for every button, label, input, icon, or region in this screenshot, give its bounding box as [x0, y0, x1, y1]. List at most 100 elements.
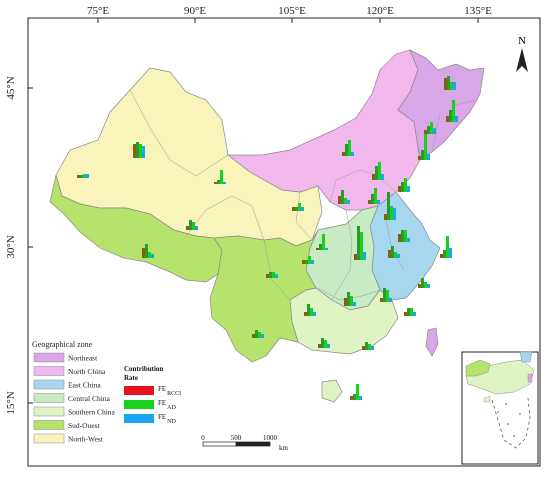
contribution-swatch	[124, 400, 154, 409]
province-bar	[322, 234, 325, 250]
province-bar	[338, 196, 341, 204]
lat-label-15: 15°N	[5, 391, 17, 414]
province-lines	[129, 89, 479, 301]
lat-label-30: 30°N	[5, 235, 17, 258]
province-bar	[398, 234, 401, 242]
zone-legend-title: Geographical zone	[32, 340, 93, 349]
province-bar	[295, 207, 298, 211]
province-bar	[347, 292, 350, 306]
province-bar	[261, 334, 264, 338]
province-bar	[255, 330, 258, 338]
province-bar	[77, 175, 80, 178]
zone-swatch	[33, 393, 65, 403]
province-bar	[305, 260, 308, 264]
province-bar	[384, 214, 387, 220]
province-bar	[353, 394, 356, 400]
province-bar	[357, 226, 360, 260]
province-bar	[407, 238, 410, 242]
province-bar	[389, 298, 392, 302]
province-bar	[324, 340, 327, 348]
region-taiwan	[425, 327, 439, 357]
province-bar	[433, 128, 436, 134]
province-bar	[83, 174, 86, 178]
province-bar	[301, 207, 304, 211]
province-bar	[401, 182, 404, 192]
province-bar	[136, 142, 139, 158]
contribution-swatch	[124, 386, 154, 395]
lon-label-90: 90°E	[184, 5, 206, 17]
zone-swatch	[33, 420, 65, 430]
province-bar	[311, 260, 314, 264]
province-bar	[192, 222, 195, 230]
province-bar	[307, 304, 310, 316]
province-bar	[350, 396, 353, 400]
province-bar	[302, 260, 305, 264]
province-bar	[407, 308, 410, 316]
scale-bar: 0 500 1000 km	[201, 434, 288, 452]
province-bar	[133, 144, 136, 158]
province-bar	[418, 284, 421, 288]
zone-swatch	[33, 379, 65, 390]
province-bar	[304, 312, 307, 316]
province-bar	[440, 254, 443, 258]
province-bar	[444, 78, 447, 90]
province-bar	[378, 162, 381, 180]
zone-swatch	[33, 352, 65, 363]
province-bar	[375, 166, 378, 180]
province-bar	[413, 312, 416, 316]
province-bar	[446, 236, 449, 258]
province-bar	[266, 274, 269, 278]
scale-unit: km	[279, 444, 289, 452]
province-bar	[139, 144, 142, 158]
province-bar	[449, 110, 452, 122]
province-bar	[427, 126, 430, 134]
region-northeast	[397, 49, 485, 161]
province-bar	[269, 272, 272, 278]
province-bar	[342, 152, 345, 156]
province-bar	[418, 156, 421, 160]
province-bar	[363, 252, 366, 260]
province-bar	[377, 200, 380, 204]
province-bar	[372, 174, 375, 180]
province-bar	[80, 175, 83, 178]
province-bar	[452, 100, 455, 122]
zone-label: East China	[68, 381, 101, 390]
province-bar	[383, 288, 386, 302]
zone-label: Northeast	[68, 354, 98, 363]
province-bar	[298, 203, 301, 211]
province-bar	[386, 290, 389, 302]
province-bar	[359, 396, 362, 400]
zone-label: North China	[68, 367, 106, 376]
province-bar	[354, 254, 357, 260]
zone-swatch	[33, 366, 65, 376]
province-bar	[380, 298, 383, 302]
region-southwest	[209, 229, 319, 363]
lon-label-135: 135°E	[464, 5, 492, 17]
province-bar	[318, 344, 321, 348]
zone-swatch	[33, 433, 65, 444]
province-bar	[446, 116, 449, 122]
province-bar	[217, 180, 220, 184]
province-bar	[443, 250, 446, 258]
province-bar	[365, 342, 368, 350]
lat-label-45: 45°N	[5, 76, 17, 99]
province-bar	[142, 248, 145, 258]
scale-tick-0: 0	[201, 434, 205, 442]
province-bar	[368, 344, 371, 350]
province-bar	[368, 200, 371, 204]
province-bar	[447, 76, 450, 90]
province-bar	[344, 298, 347, 306]
north-arrow-icon	[516, 48, 528, 72]
province-bar	[316, 248, 319, 250]
region-southchina	[289, 287, 399, 355]
province-bar	[394, 252, 397, 258]
lon-label-105: 105°E	[278, 5, 306, 17]
province-bar	[195, 226, 198, 230]
province-bar	[430, 122, 433, 134]
province-bar	[391, 246, 394, 258]
province-bar	[397, 254, 400, 258]
province-bar	[353, 302, 356, 306]
province-bar	[214, 182, 217, 184]
province-bar	[350, 296, 353, 306]
province-bar	[401, 230, 404, 242]
